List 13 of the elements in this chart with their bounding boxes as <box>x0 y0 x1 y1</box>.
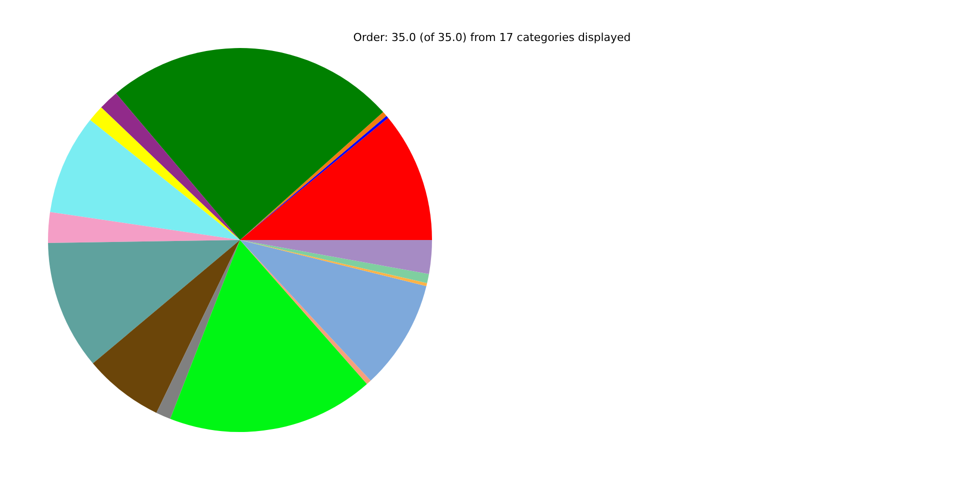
pie-slice <box>240 240 426 381</box>
pie-slice <box>101 93 240 240</box>
pie-slice <box>240 118 432 240</box>
pie-slice <box>156 240 240 419</box>
pie-slice <box>50 120 240 240</box>
pie-slice <box>170 240 367 432</box>
pie-slice <box>90 107 240 240</box>
pie-slice <box>116 48 384 240</box>
pie-slice <box>240 240 432 274</box>
pie-slice <box>48 240 240 364</box>
text: Order: 35.0 (of 35.0) from 17 categories displayed <box>353 31 631 44</box>
pie-slice <box>48 212 240 244</box>
pie-slice <box>92 240 240 413</box>
